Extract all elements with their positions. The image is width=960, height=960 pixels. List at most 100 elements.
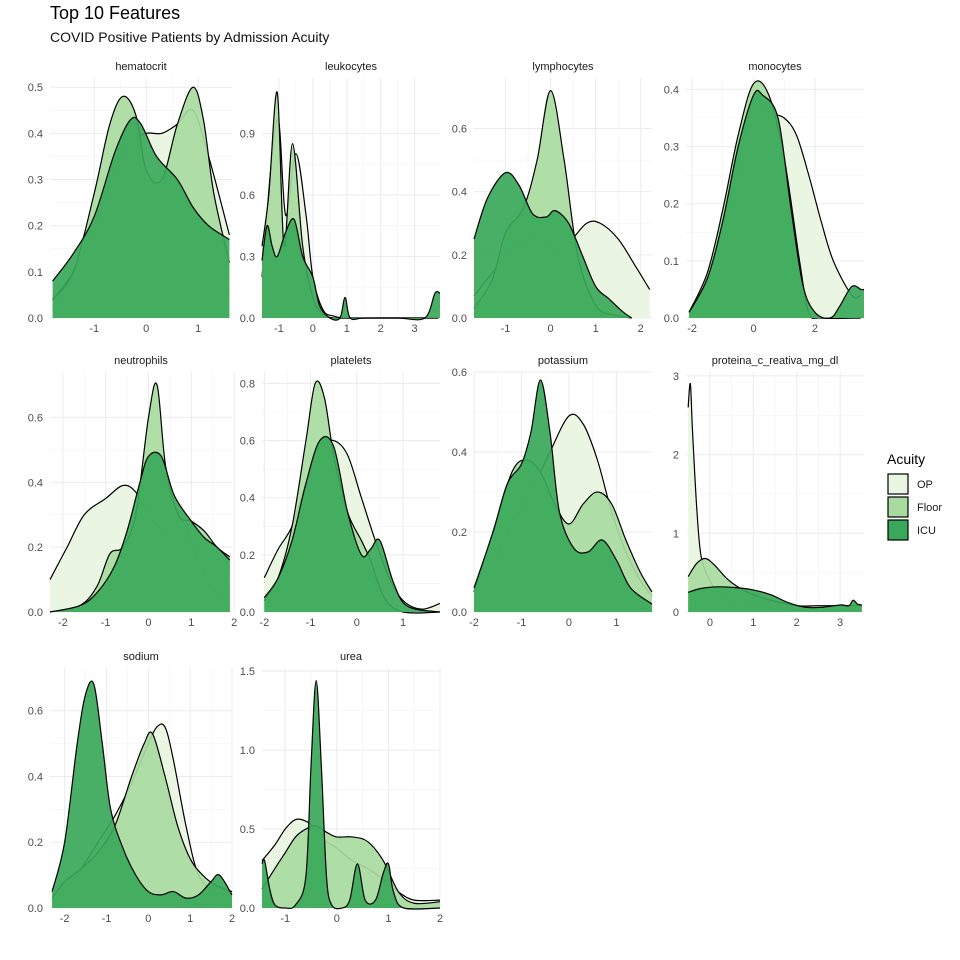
facet-label-potassium: potassium bbox=[538, 355, 588, 367]
x-tick-label: 0 bbox=[750, 323, 756, 335]
facet-platelets: platelets -2 -1 0 1 0.0 0.2 0.4 0.6 0.8 bbox=[240, 355, 441, 629]
facet-lymphocytes: lymphocytes -1 0 1 2 0.0 0.2 0.4 0.6 bbox=[452, 61, 652, 335]
x-tick-label: 2 bbox=[231, 617, 237, 629]
facet-label-urea: urea bbox=[340, 651, 363, 663]
x-tick-label: 2 bbox=[437, 913, 443, 925]
x-tick-label: 0 bbox=[566, 617, 572, 629]
legend-title: Acuity bbox=[887, 451, 925, 467]
y-tick-label: 0.4 bbox=[664, 84, 679, 96]
legend: Acuity OP Floor ICU bbox=[887, 451, 942, 541]
y-tick-label: 0.3 bbox=[28, 175, 43, 187]
x-tick-label: 1 bbox=[593, 323, 599, 335]
chart-subtitle: COVID Positive Patients by Admission Acu… bbox=[50, 29, 330, 45]
y-tick-label: 0 bbox=[673, 607, 679, 619]
y-tick-label: 0.0 bbox=[28, 903, 43, 915]
x-tick-label: 0 bbox=[334, 913, 340, 925]
density-area-icu bbox=[474, 172, 632, 318]
density-line-icu bbox=[49, 451, 231, 613]
facet-label-lymphocytes: lymphocytes bbox=[532, 61, 594, 73]
y-tick-label: 0.4 bbox=[28, 128, 43, 140]
density-area-icu bbox=[688, 586, 862, 612]
y-tick-label: 0.5 bbox=[240, 824, 255, 836]
density-line-icu bbox=[688, 89, 865, 319]
density-line-icu bbox=[687, 586, 862, 609]
x-tick-label: 2 bbox=[378, 323, 384, 335]
y-tick-label: 3 bbox=[673, 371, 679, 383]
y-tick-label: 0.5 bbox=[28, 82, 43, 94]
density-line-icu bbox=[261, 680, 441, 910]
x-tick-label: -1 bbox=[101, 617, 111, 629]
y-tick-label: 0.4 bbox=[28, 771, 43, 783]
x-tick-label: 0 bbox=[548, 323, 554, 335]
y-tick-label: 0.3 bbox=[664, 142, 679, 154]
y-tick-label: 0.1 bbox=[28, 267, 43, 279]
facet-leukocytes: leukocytes -1 0 1 2 3 0.0 0.3 0.6 0.9 bbox=[240, 61, 441, 335]
y-tick-label: 0.0 bbox=[240, 607, 255, 619]
y-tick-label: 0.6 bbox=[452, 124, 467, 136]
density-area-icu bbox=[52, 681, 233, 908]
facet-label-sodium: sodium bbox=[123, 651, 158, 663]
density-line-icu bbox=[473, 171, 633, 319]
density-area-icu bbox=[50, 452, 230, 612]
x-tick-label: 0 bbox=[310, 323, 316, 335]
density-line-icu bbox=[473, 379, 653, 605]
density-area-icu bbox=[52, 117, 230, 318]
y-tick-label: 0.6 bbox=[240, 190, 255, 202]
facet-sodium: sodium -2 -1 0 1 2 0.0 0.2 0.4 0.6 bbox=[28, 651, 235, 925]
x-tick-label: 2 bbox=[229, 913, 235, 925]
y-tick-label: 0.0 bbox=[664, 313, 679, 325]
x-tick-label: 1 bbox=[385, 913, 391, 925]
y-tick-label: 2 bbox=[673, 450, 679, 462]
x-tick-label: -2 bbox=[687, 323, 697, 335]
density-line-icu bbox=[52, 116, 230, 282]
facet-label-proteina-c-reativa-mg-dl: proteina_c_reativa_mg_dl bbox=[712, 355, 839, 367]
y-tick-label: 0.6 bbox=[240, 436, 255, 448]
x-tick-label: 3 bbox=[837, 617, 843, 629]
minor-grid bbox=[686, 372, 864, 612]
facet-urea: urea -1 0 1 2 0.0 0.5 1.0 1.5 bbox=[240, 651, 443, 925]
x-tick-label: 0 bbox=[354, 617, 360, 629]
y-tick-label: 0.6 bbox=[452, 367, 467, 379]
density-area-icu bbox=[264, 436, 440, 612]
y-tick-label: 0.0 bbox=[452, 313, 467, 325]
density-line-icu bbox=[263, 435, 441, 613]
facet-label-neutrophils: neutrophils bbox=[114, 355, 168, 367]
legend-swatch-floor bbox=[887, 496, 909, 518]
x-tick-label: -1 bbox=[274, 323, 284, 335]
x-tick-label: 2 bbox=[638, 323, 644, 335]
x-tick-label: -1 bbox=[501, 323, 511, 335]
density-line-floor bbox=[473, 459, 653, 593]
density-line-icu bbox=[261, 218, 441, 321]
y-tick-label: 0.4 bbox=[28, 477, 43, 489]
x-tick-label: -1 bbox=[306, 617, 316, 629]
y-tick-label: 0.3 bbox=[240, 251, 255, 263]
x-tick-label: 1 bbox=[187, 913, 193, 925]
x-tick-label: 1 bbox=[344, 323, 350, 335]
y-tick-label: 0.6 bbox=[28, 706, 43, 718]
y-tick-label: 0.2 bbox=[452, 250, 467, 262]
x-tick-label: 0 bbox=[143, 323, 149, 335]
y-tick-label: 0.0 bbox=[240, 313, 255, 325]
x-tick-label: 1 bbox=[195, 323, 201, 335]
y-tick-label: 1.5 bbox=[240, 666, 255, 678]
y-tick-label: 0.0 bbox=[28, 607, 43, 619]
facet-neutrophils: neutrophils -2 -1 0 1 2 0.0 0.2 0.4 0.6 bbox=[28, 355, 238, 629]
facet-monocytes: monocytes -2 0 2 0.0 0.1 0.2 0.3 0.4 bbox=[664, 61, 865, 335]
x-tick-label: 2 bbox=[812, 323, 818, 335]
y-tick-label: 0.2 bbox=[28, 837, 43, 849]
facet-potassium: potassium -2 -1 0 1 0.0 0.2 0.4 0.6 bbox=[452, 355, 653, 629]
y-tick-label: 0.6 bbox=[28, 412, 43, 424]
x-tick-label: -1 bbox=[89, 323, 99, 335]
chart-title: Top 10 Features bbox=[50, 3, 181, 23]
y-tick-label: 0.2 bbox=[240, 550, 255, 562]
y-tick-label: 0.4 bbox=[240, 493, 255, 505]
y-tick-label: 0.2 bbox=[28, 542, 43, 554]
x-tick-label: 3 bbox=[412, 323, 418, 335]
y-tick-label: 0.2 bbox=[28, 221, 43, 233]
x-tick-label: 2 bbox=[794, 617, 800, 629]
x-tick-label: -2 bbox=[58, 617, 68, 629]
x-tick-label: -1 bbox=[280, 913, 290, 925]
density-area-icu bbox=[689, 90, 864, 319]
legend-label-icu: ICU bbox=[917, 525, 936, 537]
